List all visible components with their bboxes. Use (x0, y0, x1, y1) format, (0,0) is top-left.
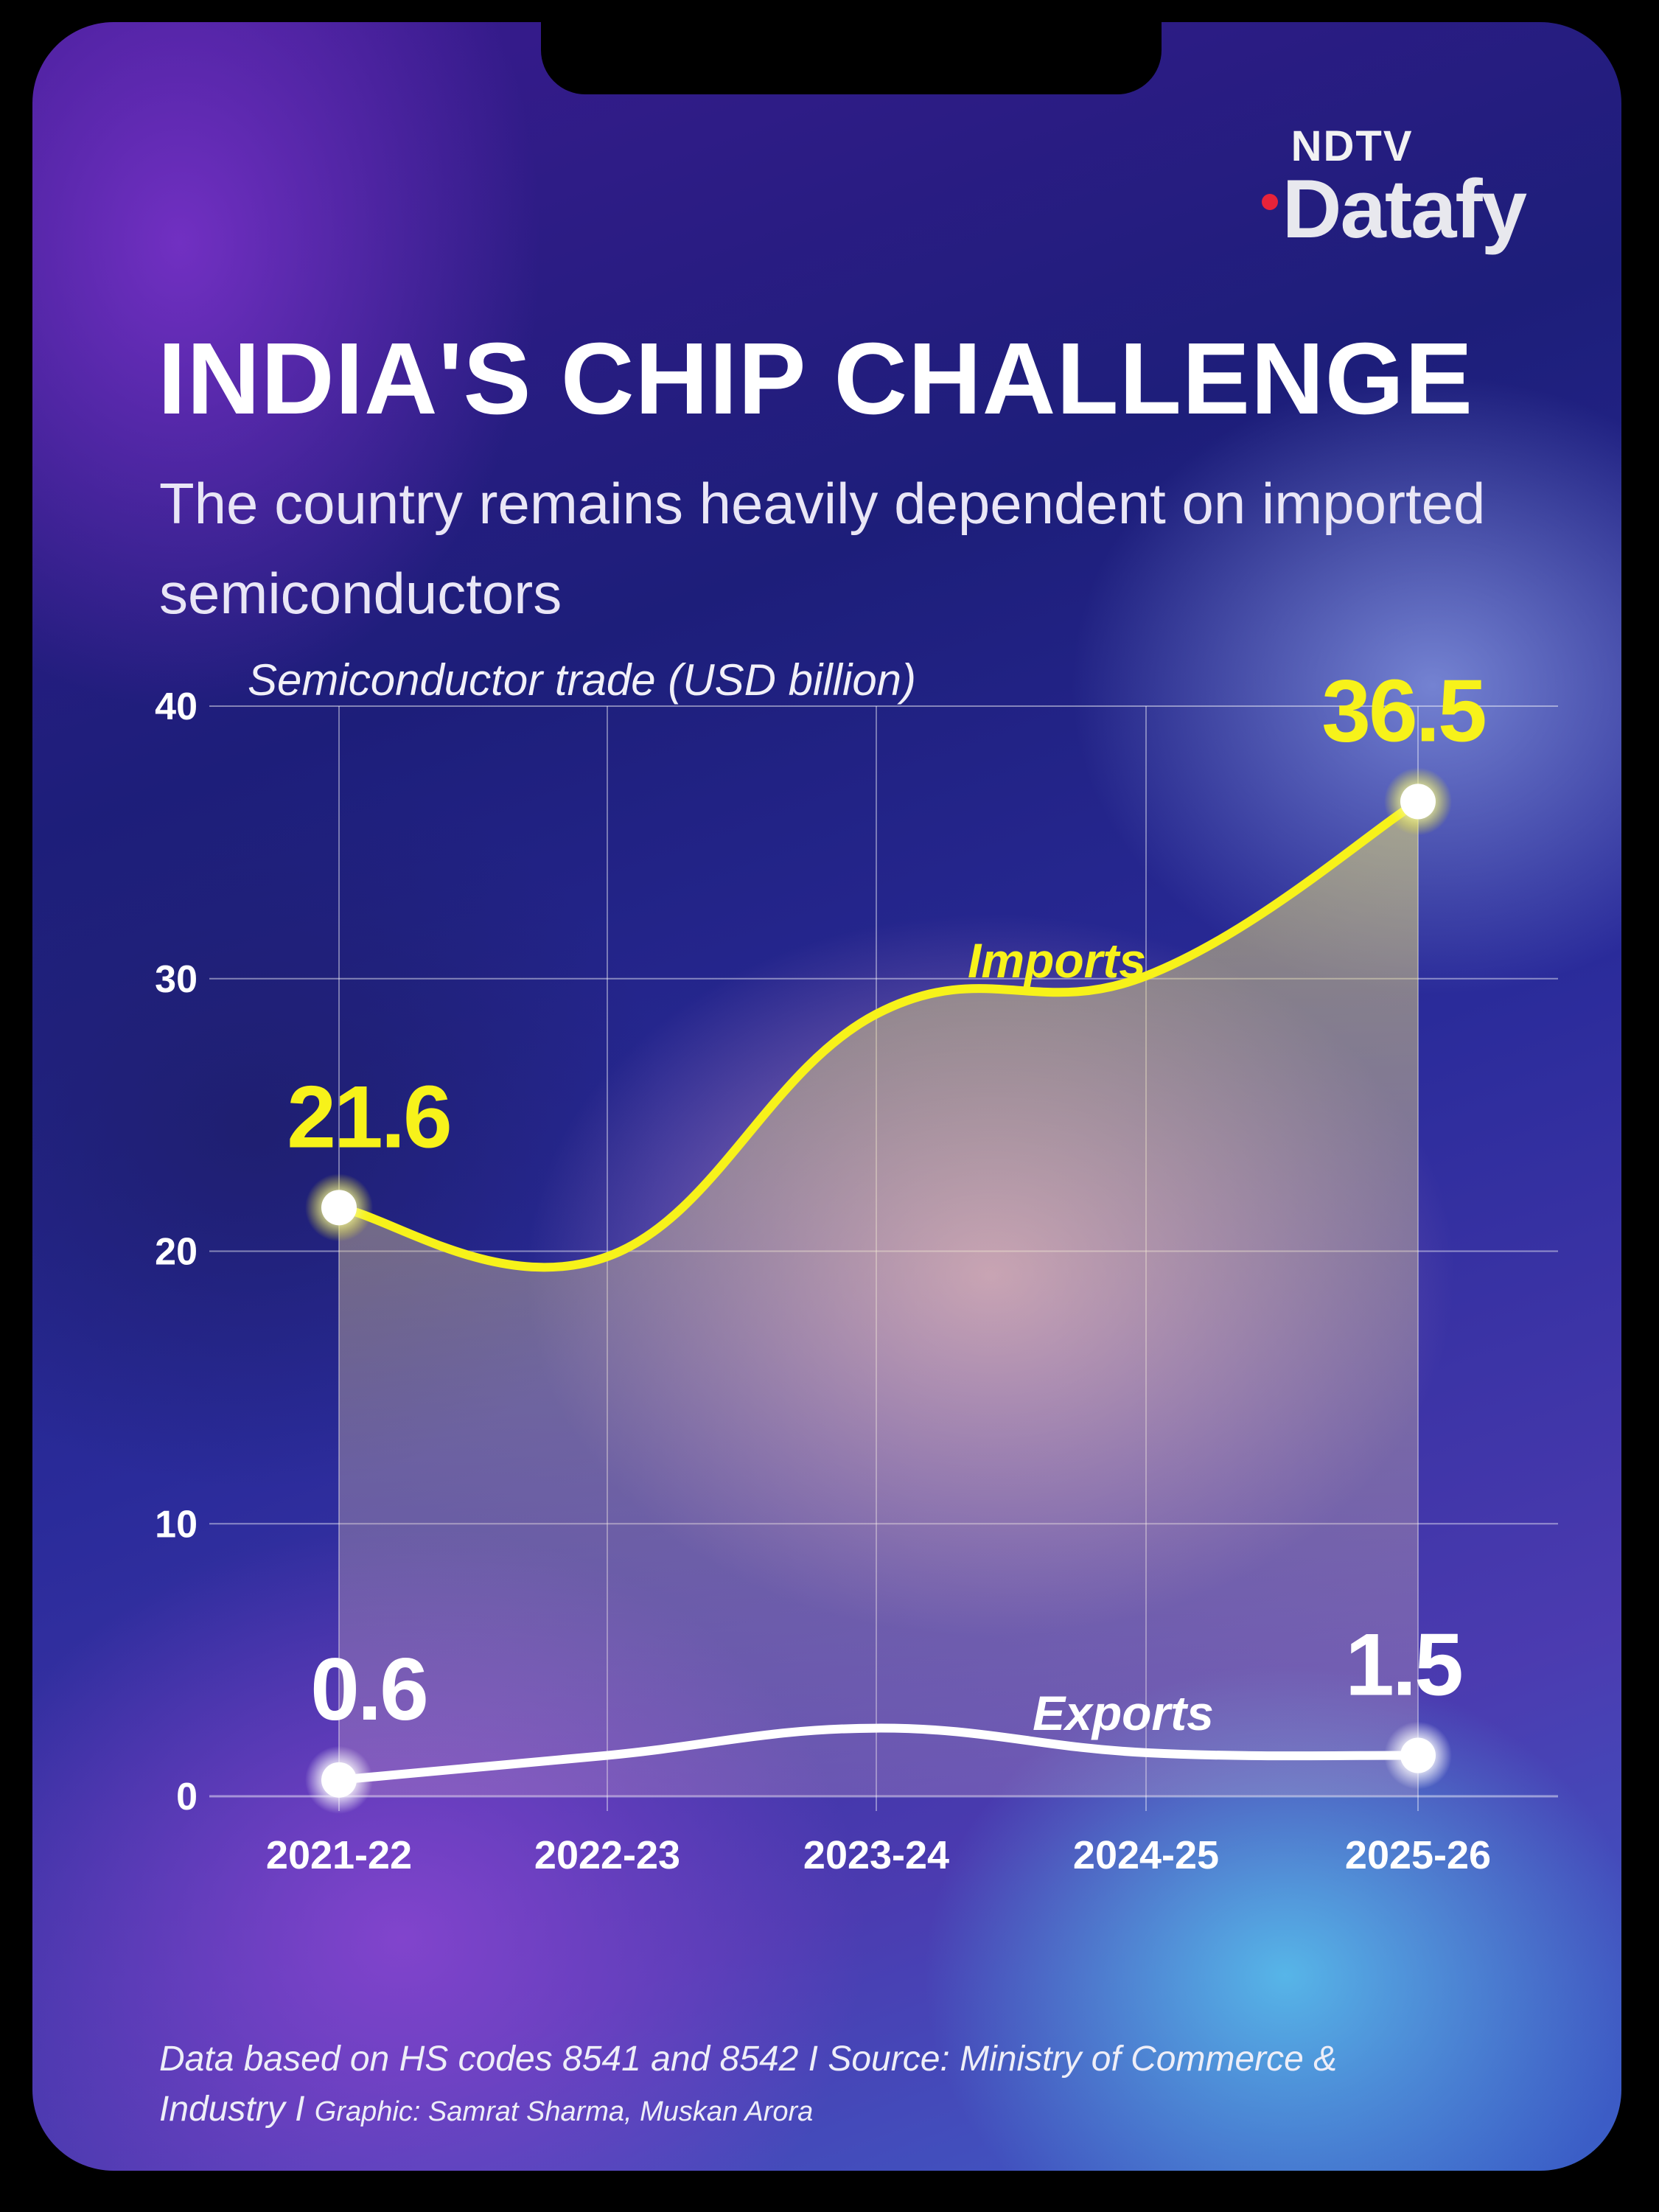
exports-point-2021-22 (321, 1762, 357, 1798)
imports-area-fill (339, 801, 1418, 1796)
exports-data-label-2021-22: 0.6 (310, 1640, 427, 1739)
x-tick-label-2023-24: 2023-24 (803, 1833, 949, 1877)
footer: Data based on HS codes 8541 and 8542 I S… (159, 2034, 1412, 2137)
y-tick-label-30: 30 (155, 958, 198, 1001)
page-title: INDIA'S CHIP CHALLENGE (158, 322, 1474, 436)
brand-bottom-text: Datafy (1282, 163, 1527, 255)
imports-line (335, 797, 1422, 1272)
brand-dot-icon (1261, 194, 1278, 211)
infographic-card: NDTV Datafy INDIA'S CHIP CHALLENGE The c… (32, 22, 1621, 2171)
imports-point-2025-26 (1400, 784, 1436, 820)
exports-series-label: Exports (1033, 1686, 1214, 1740)
imports-area (339, 801, 1418, 1796)
page-subtitle: The country remains heavily dependent on… (159, 471, 1486, 626)
series-lines (335, 797, 1422, 1784)
data-points (305, 767, 1452, 1814)
axis-labels: 0 10 20 30 40 2021-22 2022-23 2023-24 2024-25 202… (155, 685, 1491, 1877)
brand-bottom: Datafy (1261, 168, 1527, 251)
x-tick-label-2021-22: 2021-22 (266, 1833, 412, 1877)
imports-data-label-2025-26: 36.5 (1321, 661, 1485, 760)
imports-data-label-2021-22: 21.6 (287, 1067, 450, 1166)
imports-point-2021-22 (321, 1190, 357, 1226)
exports-line (335, 1723, 1422, 1784)
exports-data-label-2025-26: 1.5 (1345, 1616, 1461, 1714)
y-tick-label-20: 20 (155, 1231, 198, 1274)
footer-source: Data based on HS codes 8541 and 8542 I S… (159, 2040, 1338, 2129)
x-tick-label-2024-25: 2024-25 (1073, 1833, 1219, 1877)
imports-series-label: Imports (968, 933, 1146, 988)
data-labels: 21.6 36.5 0.6 1.5 Imports Exports (287, 661, 1487, 1740)
line-chart: 21.6 36.5 0.6 1.5 Imports Exports 0 10 20 30 40 20… (155, 661, 1558, 1877)
top-notch (541, 22, 1162, 94)
brand-top: NDTV (1290, 122, 1414, 170)
y-tick-label-40: 40 (155, 685, 198, 728)
x-tick-label-2022-23: 2022-23 (534, 1833, 680, 1877)
chart-title: Semiconductor trade (USD billion) (248, 655, 917, 705)
y-tick-label-0: 0 (176, 1776, 198, 1818)
footer-credit: Graphic: Samrat Sharma, Muskan Arora (314, 2096, 814, 2127)
exports-point-2025-26 (1400, 1737, 1436, 1773)
y-tick-label-10: 10 (155, 1503, 198, 1546)
x-tick-label-2025-26: 2025-26 (1345, 1833, 1491, 1877)
brand-logo: NDTV Datafy (1261, 122, 1527, 251)
